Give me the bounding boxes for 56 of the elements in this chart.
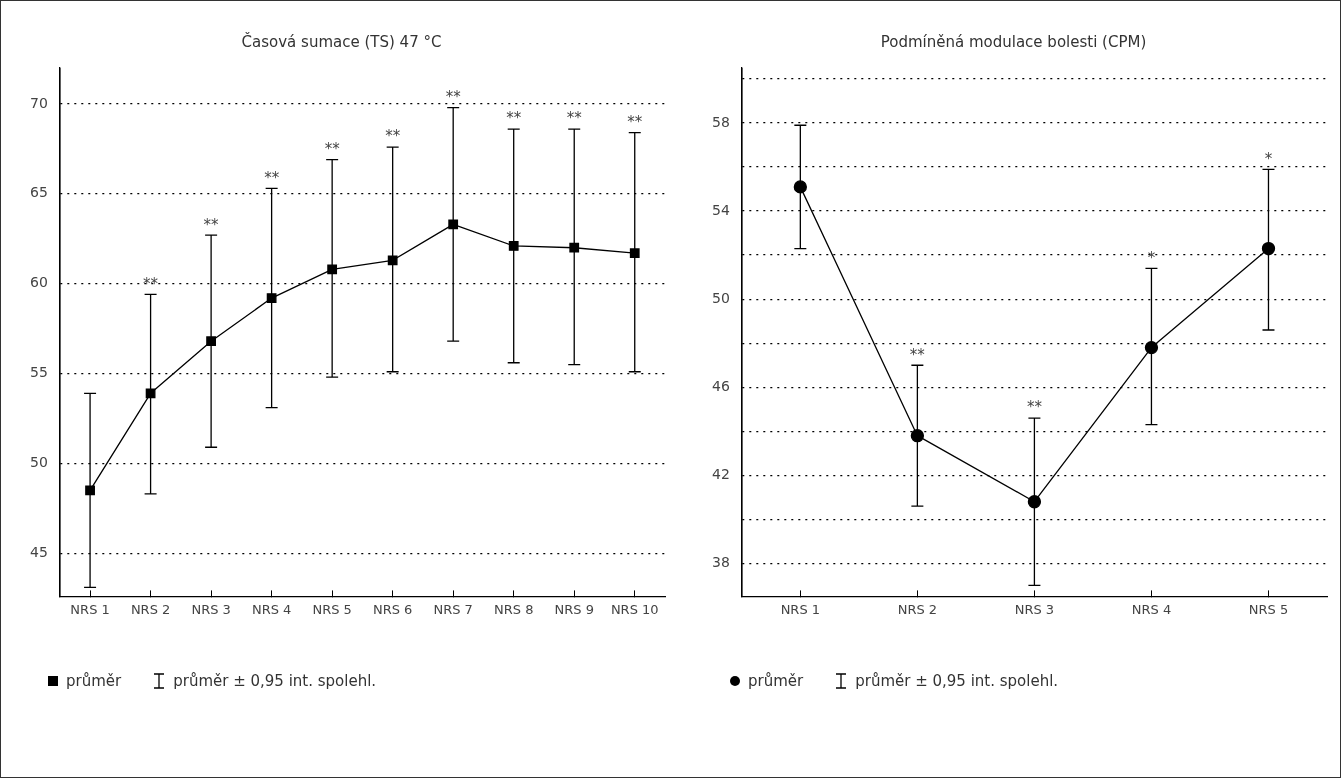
legend-label: průměr: [66, 672, 122, 690]
annotation: *: [1264, 149, 1273, 168]
y-tick-label: 65: [29, 184, 48, 201]
x-tick-label: NRS 1: [780, 601, 821, 617]
y-tick-label: 60: [29, 274, 48, 291]
x-tick-label: NRS 3: [191, 601, 231, 617]
point: [569, 242, 580, 253]
x-tick-label: NRS 4: [251, 601, 292, 617]
annotation: **: [1026, 398, 1043, 417]
y-tick-label: 54: [711, 201, 730, 218]
x-tick-label: NRS 9: [554, 601, 594, 617]
annotation: **: [566, 109, 583, 128]
y-tick-label: 38: [711, 554, 730, 571]
y-tick-label: 58: [711, 113, 730, 130]
x-tick-label: NRS 4: [1131, 601, 1172, 617]
point: [1144, 340, 1159, 355]
x-tick-label: NRS 5: [1248, 601, 1289, 617]
text: průměr ± 0,95 int. spolehl.: [173, 672, 377, 690]
chart-title: Časová sumace (TS) 47 °C: [241, 31, 442, 51]
y-tick-label: 70: [29, 94, 48, 111]
x-tick-label: NRS 3: [1014, 601, 1055, 617]
x-tick-label: NRS 1: [70, 601, 110, 617]
y-tick-label: 46: [711, 377, 730, 394]
x-tick-label: NRS 7: [433, 601, 473, 617]
point: [387, 255, 398, 266]
legend-label: průměr: [748, 672, 804, 690]
point: [910, 429, 925, 443]
annotation: **: [203, 215, 220, 234]
y-tick-label: 55: [29, 364, 48, 381]
y-tick-label: 50: [29, 454, 48, 471]
point: [1027, 495, 1042, 509]
y-tick-label: 42: [711, 465, 730, 482]
text: průměr ± 0,95 int. spolehl.: [855, 672, 1059, 690]
x-tick-label: NRS 10: [610, 601, 659, 617]
x-tick-label: NRS 6: [372, 601, 413, 617]
annotation: **: [324, 140, 341, 159]
x-tick-label: NRS 8: [493, 601, 534, 617]
point: [1261, 241, 1276, 256]
point: [448, 219, 459, 230]
y-tick-label: 50: [711, 289, 730, 306]
point: [629, 248, 640, 259]
annotation: **: [506, 109, 522, 128]
y-tick-label: 45: [29, 543, 48, 560]
x-tick-label: NRS 5: [312, 601, 352, 617]
point: [266, 293, 277, 303]
annotation: *: [1147, 248, 1156, 267]
annotation: **: [909, 345, 926, 364]
x-tick-label: NRS 2: [897, 601, 938, 617]
point: [508, 241, 519, 251]
annotation: **: [143, 274, 159, 293]
x-tick-label: NRS 2: [130, 601, 171, 617]
chart-title: Podmíněná modulace bolesti (CPM): [880, 32, 1147, 51]
annotation: **: [385, 127, 401, 146]
annotation: **: [445, 87, 462, 106]
annotation: **: [627, 113, 643, 132]
annotation: **: [264, 168, 280, 187]
